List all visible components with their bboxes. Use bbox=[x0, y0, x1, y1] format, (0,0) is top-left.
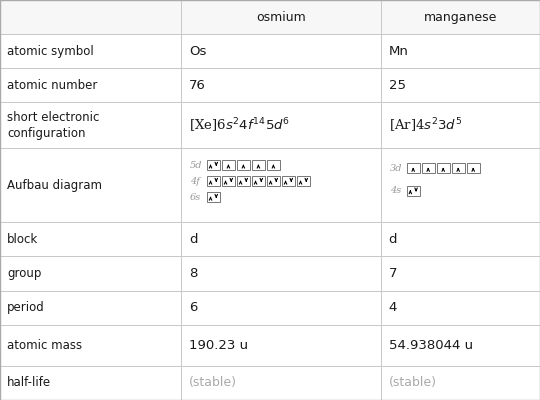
Bar bbox=[407, 186, 420, 196]
Bar bbox=[267, 160, 280, 170]
Bar bbox=[381, 366, 540, 400]
Text: (stable): (stable) bbox=[189, 376, 237, 390]
Bar bbox=[0, 222, 181, 256]
Text: atomic number: atomic number bbox=[7, 79, 97, 92]
Bar bbox=[207, 176, 220, 186]
Text: 6s: 6s bbox=[190, 193, 201, 202]
Bar bbox=[0, 102, 181, 148]
Bar bbox=[0, 325, 181, 366]
Text: 6: 6 bbox=[189, 301, 197, 314]
Bar bbox=[381, 256, 540, 290]
Text: 190.23 u: 190.23 u bbox=[189, 339, 248, 352]
Text: atomic mass: atomic mass bbox=[7, 339, 82, 352]
Bar bbox=[181, 325, 381, 366]
Text: d: d bbox=[389, 233, 397, 246]
Bar bbox=[381, 102, 540, 148]
Text: 76: 76 bbox=[189, 79, 206, 92]
Text: Os: Os bbox=[189, 45, 206, 58]
Bar bbox=[181, 366, 381, 400]
Bar bbox=[381, 68, 540, 102]
Text: Mn: Mn bbox=[389, 45, 409, 58]
Bar bbox=[181, 68, 381, 102]
Text: 54.938044 u: 54.938044 u bbox=[389, 339, 473, 352]
Text: d: d bbox=[189, 233, 198, 246]
Text: osmium: osmium bbox=[256, 10, 306, 24]
Bar bbox=[381, 148, 540, 222]
Bar bbox=[181, 0, 381, 34]
Bar bbox=[381, 34, 540, 68]
Bar bbox=[0, 366, 181, 400]
Bar bbox=[297, 176, 310, 186]
Bar bbox=[181, 256, 381, 290]
Text: 25: 25 bbox=[389, 79, 406, 92]
Text: 4s: 4s bbox=[390, 186, 401, 195]
Bar bbox=[467, 164, 480, 174]
Bar bbox=[181, 34, 381, 68]
Text: short electronic
configuration: short electronic configuration bbox=[7, 111, 99, 140]
Bar bbox=[0, 34, 181, 68]
Text: 4f: 4f bbox=[190, 177, 200, 186]
Bar bbox=[252, 176, 265, 186]
Bar bbox=[0, 0, 181, 34]
Bar bbox=[267, 176, 280, 186]
Text: 4: 4 bbox=[389, 301, 397, 314]
Text: 3d: 3d bbox=[390, 164, 402, 173]
Text: 8: 8 bbox=[189, 267, 197, 280]
Bar bbox=[381, 325, 540, 366]
Bar bbox=[451, 164, 465, 174]
Bar bbox=[181, 148, 381, 222]
Text: block: block bbox=[7, 233, 38, 246]
Bar bbox=[0, 256, 181, 290]
Bar bbox=[181, 290, 381, 325]
Text: atomic symbol: atomic symbol bbox=[7, 45, 94, 58]
Text: $\mathregular{[Xe]6}s^24f^{14}5d^6$: $\mathregular{[Xe]6}s^24f^{14}5d^6$ bbox=[189, 116, 290, 134]
Bar bbox=[282, 176, 295, 186]
Bar bbox=[207, 160, 220, 170]
Bar bbox=[381, 290, 540, 325]
Bar bbox=[381, 0, 540, 34]
Bar bbox=[0, 68, 181, 102]
Bar bbox=[407, 164, 420, 174]
Bar bbox=[437, 164, 450, 174]
Text: Aufbau diagram: Aufbau diagram bbox=[7, 179, 102, 192]
Bar bbox=[222, 176, 235, 186]
Bar bbox=[381, 222, 540, 256]
Bar bbox=[181, 222, 381, 256]
Bar bbox=[252, 160, 265, 170]
Text: 7: 7 bbox=[389, 267, 397, 280]
Bar bbox=[222, 160, 235, 170]
Text: half-life: half-life bbox=[7, 376, 51, 390]
Text: manganese: manganese bbox=[424, 10, 497, 24]
Text: period: period bbox=[7, 301, 45, 314]
Text: $\mathregular{[Ar]4}s^23d^5$: $\mathregular{[Ar]4}s^23d^5$ bbox=[389, 116, 462, 134]
Text: (stable): (stable) bbox=[389, 376, 437, 390]
Bar bbox=[422, 164, 435, 174]
Text: group: group bbox=[7, 267, 42, 280]
Bar bbox=[0, 148, 181, 222]
Text: 5d: 5d bbox=[190, 161, 202, 170]
Bar bbox=[207, 192, 220, 202]
Bar bbox=[237, 176, 250, 186]
Bar bbox=[181, 102, 381, 148]
Bar bbox=[0, 290, 181, 325]
Bar bbox=[237, 160, 250, 170]
